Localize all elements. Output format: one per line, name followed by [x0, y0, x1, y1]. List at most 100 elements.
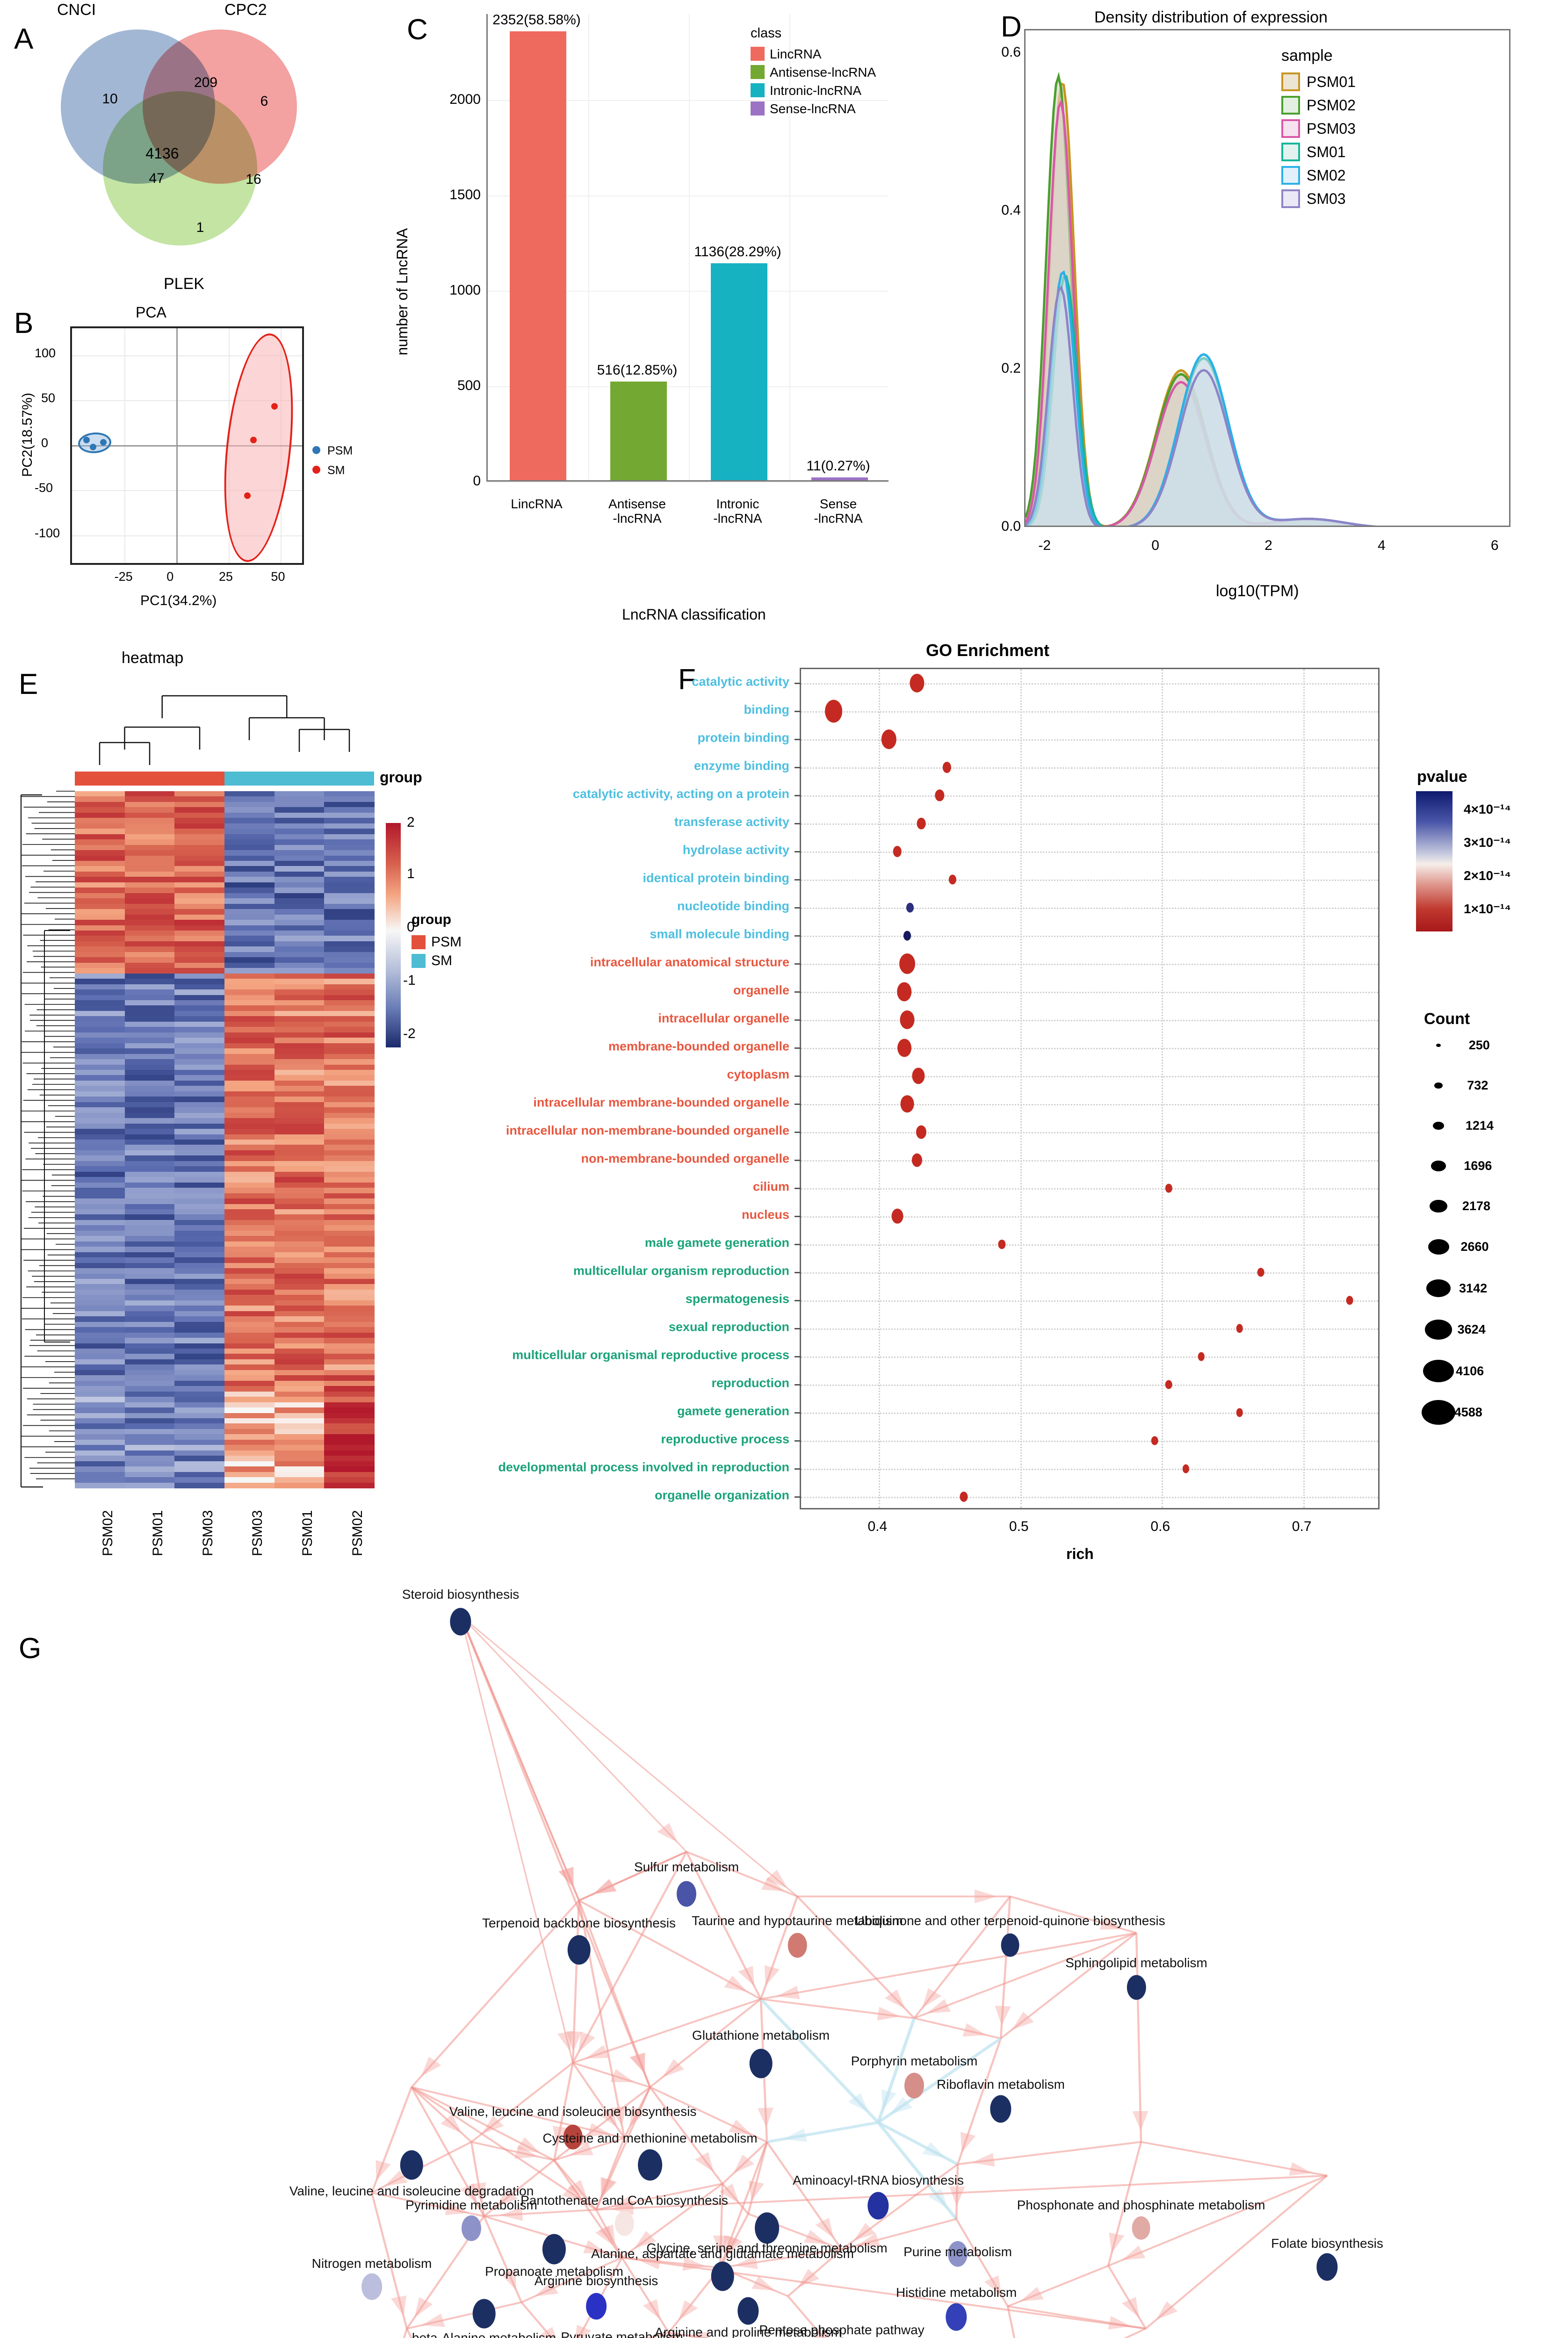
- heatmap-cell: [274, 1423, 325, 1429]
- network-node-15[interactable]: [1132, 2216, 1150, 2240]
- density-legend-label-1: PSM02: [1307, 96, 1356, 114]
- network-node-19[interactable]: [1316, 2253, 1338, 2281]
- heatmap-cell: [75, 1338, 125, 1344]
- network-node-18[interactable]: [947, 2241, 968, 2267]
- heatmap-cell: [324, 839, 375, 845]
- heatmap-cell: [124, 909, 175, 915]
- go-x-tick-3: 0.7: [1292, 1519, 1312, 1534]
- heatmap-cell: [174, 1048, 225, 1054]
- heatmap-cell: [274, 1059, 325, 1065]
- network-node-0[interactable]: [450, 1608, 471, 1636]
- network-node-4[interactable]: [1001, 1933, 1019, 1957]
- heatmap-cell: [324, 1123, 375, 1129]
- heatmap-cell: [274, 1075, 325, 1081]
- network-node-2[interactable]: [788, 1933, 807, 1958]
- lncrna-bar-1: [610, 382, 667, 480]
- network-node-6[interactable]: [749, 2049, 773, 2078]
- heatmap-cell: [274, 995, 325, 1001]
- heatmap-cell: [324, 1247, 375, 1253]
- heatmap-cell: [124, 839, 175, 845]
- go-row-tick-2: [795, 739, 801, 740]
- network-node-22[interactable]: [586, 2293, 607, 2320]
- network-node-20[interactable]: [361, 2273, 382, 2300]
- network-node-8[interactable]: [990, 2095, 1012, 2123]
- heatmap-group-bar-psm: [75, 772, 224, 786]
- network-node-24[interactable]: [472, 2299, 496, 2329]
- network-node-11[interactable]: [400, 2150, 423, 2180]
- network-node-label-25: Arginine and proline metabolism: [655, 2325, 842, 2338]
- heatmap-cell: [224, 882, 275, 888]
- network-node-3[interactable]: [567, 1935, 591, 1965]
- venn-circle-plek: [103, 91, 257, 245]
- network-node-12[interactable]: [867, 2192, 889, 2220]
- heatmap-cell: [274, 1397, 325, 1403]
- heatmap-cell: [75, 1118, 125, 1124]
- go-dot-5: [917, 817, 926, 830]
- heatmap-cell: [75, 1279, 125, 1285]
- network-node-21[interactable]: [711, 2261, 734, 2291]
- network-node-label-2: Taurine and hypotaurine metabolism: [692, 1913, 903, 1928]
- network-edge: [1141, 2141, 1328, 2177]
- go-count-legend-row-1: 732: [1417, 1078, 1488, 1093]
- heatmap-cell: [224, 1038, 275, 1044]
- heatmap-cell: [274, 818, 325, 824]
- heatmap-cell: [124, 1161, 175, 1167]
- pca-point-sm-2: [271, 403, 278, 410]
- heatmap-cell: [274, 1375, 325, 1381]
- heatmap-cell: [224, 844, 275, 851]
- heatmap-cell: [274, 989, 325, 996]
- network-node-23[interactable]: [946, 2303, 967, 2331]
- network-node-17[interactable]: [755, 2212, 779, 2244]
- heatmap-cell: [324, 1150, 375, 1156]
- heatmap-cell: [274, 1263, 325, 1269]
- heatmap-cell: [124, 920, 175, 926]
- heatmap-colorbar-tick-1: 1: [407, 866, 415, 881]
- heatmap-cell: [124, 1247, 175, 1253]
- heatmap-cell: [174, 1161, 225, 1167]
- panel-label-e: E: [19, 668, 38, 700]
- heatmap-cell: [174, 1284, 225, 1290]
- network-edge-arrow: [995, 2006, 1011, 2026]
- network-edge-arrow: [922, 1988, 942, 2008]
- network-node-1[interactable]: [676, 1881, 697, 1907]
- go-count-legend-row-9: 4588: [1417, 1400, 1482, 1425]
- network-node-9[interactable]: [563, 2124, 583, 2150]
- heatmap-cell: [274, 973, 325, 979]
- density-legend-title: sample: [1281, 47, 1333, 65]
- lncrna-legend-label-2: Intronic-lncRNA: [770, 83, 862, 98]
- network-node-13[interactable]: [614, 2211, 634, 2236]
- go-dot-12: [900, 1010, 915, 1030]
- network-edge-arrow: [890, 2097, 913, 2114]
- heatmap-cell: [174, 1295, 225, 1301]
- heatmap-cell: [124, 801, 175, 808]
- network-node-10[interactable]: [638, 2149, 662, 2181]
- lncrna-legend-row-1: Antisense-lncRNA: [751, 65, 876, 80]
- network-node-label-7: Porphyrin metabolism: [851, 2054, 978, 2068]
- heatmap-cell: [75, 979, 125, 985]
- heatmap-cell: [174, 1402, 225, 1408]
- heatmap-cell: [224, 893, 275, 899]
- heatmap-cell: [124, 1279, 175, 1285]
- density-legend-key-0: [1281, 72, 1300, 91]
- go-term-label-21: multicellular organism reproduction: [573, 1263, 789, 1278]
- density-x-tick-4: 6: [1490, 538, 1499, 553]
- heatmap-cell: [324, 1048, 375, 1054]
- heatmap-colorbar-tick-0: 0: [407, 919, 415, 935]
- heatmap-cell: [324, 1429, 375, 1435]
- go-gridline-h-5: [801, 823, 1378, 825]
- network-node-7[interactable]: [904, 2072, 925, 2099]
- network-node-25[interactable]: [737, 2297, 759, 2325]
- network-node-14[interactable]: [461, 2215, 482, 2241]
- network-edge-arrow: [558, 1867, 574, 1888]
- heatmap-cell: [324, 1225, 375, 1231]
- heatmap-cell: [174, 1150, 225, 1156]
- heatmap-cell: [224, 1107, 275, 1113]
- network-node-16[interactable]: [542, 2234, 566, 2265]
- heatmap-cell: [124, 1230, 175, 1236]
- network-node-5[interactable]: [1127, 1975, 1146, 2000]
- go-pvalue-tick-4: 4×10⁻¹⁴: [1464, 802, 1511, 816]
- go-gridline-h-29: [801, 1497, 1378, 1498]
- network-node-label-1: Sulfur metabolism: [634, 1860, 739, 1874]
- heatmap-cell: [174, 1171, 225, 1177]
- go-count-legend-label-7: 3624: [1457, 1322, 1486, 1337]
